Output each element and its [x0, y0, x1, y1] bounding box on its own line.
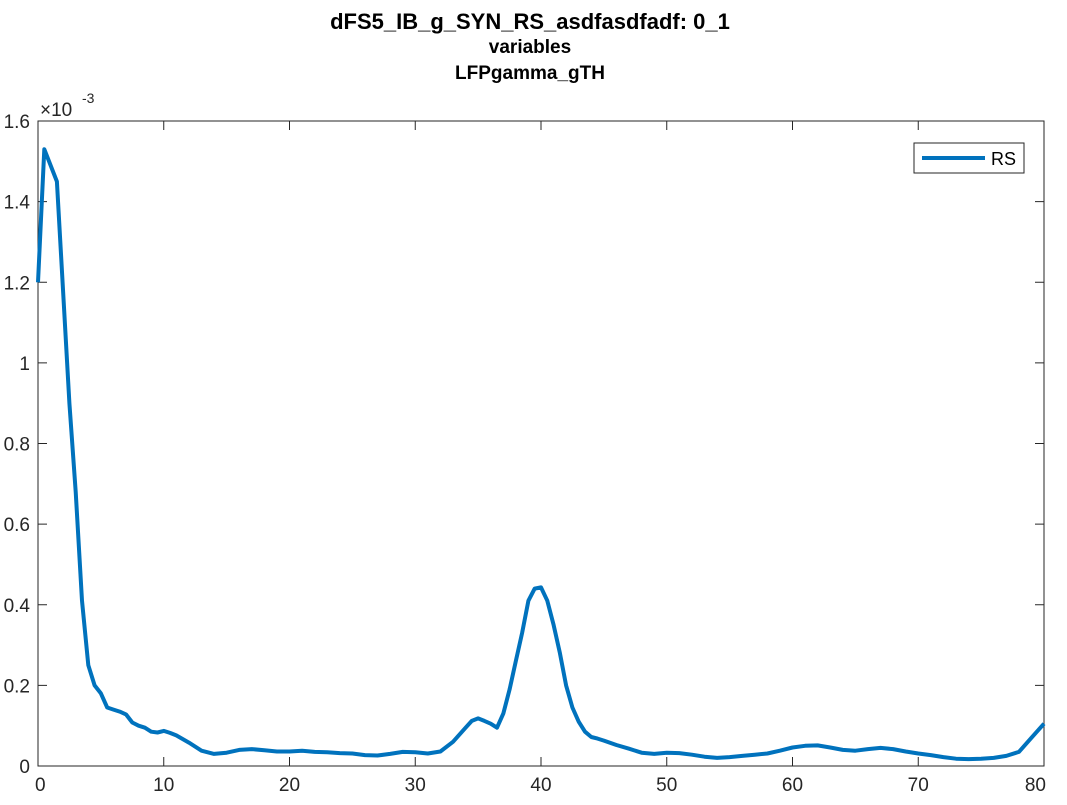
x-tick-label: 60	[782, 775, 803, 796]
y-tick-label: 1.6	[4, 112, 30, 133]
y-tick-label: 1	[19, 354, 30, 375]
y-axis-exponent-power: -3	[82, 90, 95, 106]
y-axis-exponent-label: ×10 -3	[40, 90, 95, 121]
legend: RS	[913, 142, 1025, 174]
legend-label-rs: RS	[991, 149, 1016, 169]
chart-subtitle-lfp: LFPgamma_gTH	[455, 63, 605, 84]
x-tick-label: 40	[530, 775, 551, 796]
y-tick-label: 1.2	[4, 273, 30, 294]
chart-titles: dFS5_IB_g_SYN_RS_asdfasdfadf: 0_1 variab…	[330, 9, 730, 84]
x-tick-label: 10	[153, 775, 174, 796]
x-axis-ticks: 0 10 20 30 40 50 60 70 80	[35, 121, 1046, 796]
x-tick-label: 50	[656, 775, 677, 796]
y-tick-label: 1.4	[4, 193, 31, 214]
y-tick-label: 0.4	[4, 596, 31, 617]
chart-title: dFS5_IB_g_SYN_RS_asdfasdfadf: 0_1	[330, 9, 730, 34]
axes-box	[37, 120, 1045, 767]
series-layer	[36, 147, 1046, 762]
y-tick-label: 0.6	[4, 515, 30, 536]
y-tick-label: 0	[19, 757, 30, 778]
y-axis-exponent-base: ×10	[40, 100, 72, 121]
x-tick-label: 70	[908, 775, 929, 796]
x-tick-label: 20	[279, 775, 300, 796]
x-tick-label: 30	[405, 775, 426, 796]
chart-subtitle-variables: variables	[489, 37, 571, 58]
x-tick-label: 0	[35, 775, 46, 796]
y-tick-label: 0.2	[4, 676, 30, 697]
series-line-rs	[36, 147, 1046, 762]
y-axis-ticks: 0 0.2 0.4 0.6 0.8 1 1.2 1.4 1.6	[4, 112, 1044, 778]
x-tick-label: 80	[1025, 775, 1046, 796]
y-tick-label: 0.8	[4, 435, 30, 456]
